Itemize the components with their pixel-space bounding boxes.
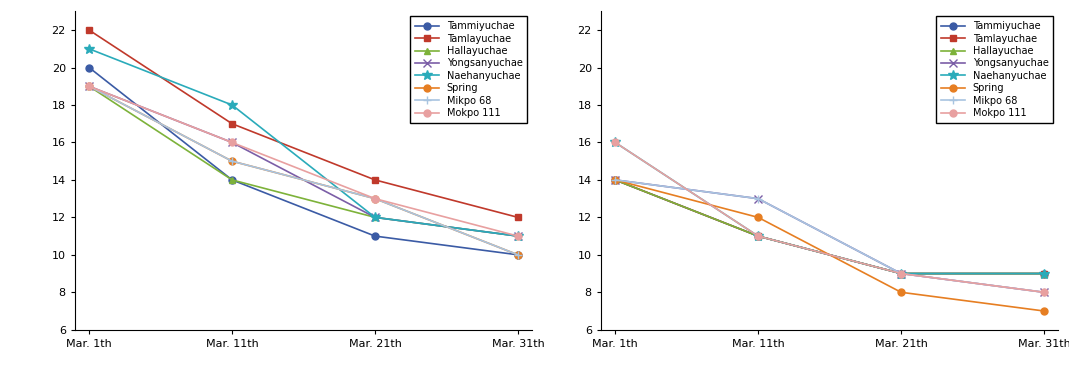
Tamlayuchae — [608, 178, 621, 182]
Yongsanyuchae — [226, 140, 238, 145]
Naehanyuchae — [369, 215, 382, 220]
Naehanyuchae — [82, 47, 95, 51]
Hallayuchae — [895, 271, 908, 276]
Tammiyuchae — [512, 252, 525, 257]
Naehanyuchae — [1038, 271, 1051, 276]
Hallayuchae — [1038, 271, 1051, 276]
Hallayuchae — [752, 234, 764, 238]
Tamlayuchae — [895, 271, 908, 276]
Mokpo 111 — [82, 84, 95, 89]
Mokpo 111 — [369, 196, 382, 201]
Tamlayuchae — [226, 121, 238, 126]
Tammiyuchae — [226, 178, 238, 182]
Mikpo 68 — [608, 178, 621, 182]
Mikpo 68 — [1038, 290, 1051, 294]
Mikpo 68 — [895, 271, 908, 276]
Spring — [512, 252, 525, 257]
Yongsanyuchae — [895, 271, 908, 276]
Tammiyuchae — [369, 234, 382, 238]
Hallayuchae — [608, 178, 621, 182]
Mokpo 111 — [895, 271, 908, 276]
Line: Naehanyuchae: Naehanyuchae — [84, 44, 523, 241]
Line: Yongsanyuchae: Yongsanyuchae — [84, 82, 522, 240]
Line: Mikpo 68: Mikpo 68 — [611, 176, 1049, 296]
Mokpo 111 — [512, 234, 525, 238]
Tammiyuchae — [82, 65, 95, 70]
Tammiyuchae — [1038, 271, 1051, 276]
Naehanyuchae — [512, 234, 525, 238]
Yongsanyuchae — [752, 196, 764, 201]
Naehanyuchae — [895, 271, 908, 276]
Mokpo 111 — [752, 234, 764, 238]
Tammiyuchae — [608, 178, 621, 182]
Naehanyuchae — [608, 140, 621, 145]
Line: Tamlayuchae: Tamlayuchae — [611, 177, 1048, 277]
Spring — [226, 159, 238, 163]
Hallayuchae — [226, 178, 238, 182]
Spring — [82, 84, 95, 89]
Tammiyuchae — [895, 271, 908, 276]
Legend: Tammiyuchae, Tamlayuchae, Hallayuchae, Yongsanyuchae, Naehanyuchae, Spring, Mikp: Tammiyuchae, Tamlayuchae, Hallayuchae, Y… — [935, 16, 1053, 123]
Line: Hallayuchae: Hallayuchae — [86, 83, 522, 240]
Line: Tammiyuchae: Tammiyuchae — [611, 177, 1048, 277]
Line: Mokpo 111: Mokpo 111 — [86, 83, 522, 240]
Hallayuchae — [512, 234, 525, 238]
Mikpo 68 — [82, 84, 95, 89]
Naehanyuchae — [752, 234, 764, 238]
Yongsanyuchae — [1038, 290, 1051, 294]
Yongsanyuchae — [608, 178, 621, 182]
Mokpo 111 — [608, 140, 621, 145]
Tamlayuchae — [82, 28, 95, 32]
Yongsanyuchae — [512, 234, 525, 238]
Spring — [369, 196, 382, 201]
Spring — [1038, 309, 1051, 313]
Tammiyuchae — [752, 234, 764, 238]
Mikpo 68 — [369, 196, 382, 201]
Line: Spring: Spring — [86, 83, 522, 258]
Line: Yongsanyuchae: Yongsanyuchae — [611, 176, 1049, 296]
Tamlayuchae — [512, 215, 525, 220]
Hallayuchae — [82, 84, 95, 89]
Mikpo 68 — [752, 196, 764, 201]
Hallayuchae — [369, 215, 382, 220]
Mokpo 111 — [226, 140, 238, 145]
Line: Hallayuchae: Hallayuchae — [611, 177, 1048, 277]
Line: Tammiyuchae: Tammiyuchae — [86, 64, 522, 258]
Yongsanyuchae — [82, 84, 95, 89]
Line: Naehanyuchae: Naehanyuchae — [610, 138, 1049, 279]
Line: Tamlayuchae: Tamlayuchae — [86, 27, 522, 221]
Spring — [895, 290, 908, 294]
Legend: Tammiyuchae, Tamlayuchae, Hallayuchae, Yongsanyuchae, Naehanyuchae, Spring, Mikp: Tammiyuchae, Tamlayuchae, Hallayuchae, Y… — [409, 16, 527, 123]
Mokpo 111 — [1038, 290, 1051, 294]
Spring — [752, 215, 764, 220]
Mikpo 68 — [512, 252, 525, 257]
Spring — [608, 178, 621, 182]
Naehanyuchae — [226, 103, 238, 107]
Mikpo 68 — [226, 159, 238, 163]
Tamlayuchae — [752, 234, 764, 238]
Tamlayuchae — [1038, 271, 1051, 276]
Line: Mokpo 111: Mokpo 111 — [611, 139, 1048, 296]
Line: Spring: Spring — [611, 177, 1048, 315]
Yongsanyuchae — [369, 215, 382, 220]
Line: Mikpo 68: Mikpo 68 — [84, 82, 522, 259]
Tamlayuchae — [369, 178, 382, 182]
